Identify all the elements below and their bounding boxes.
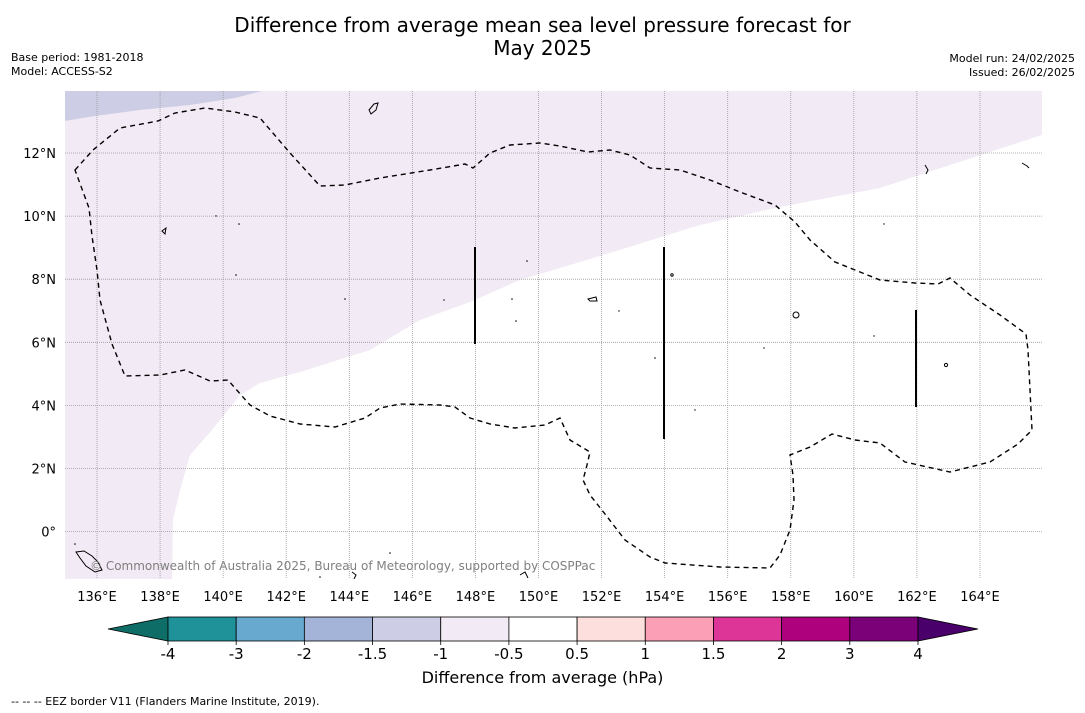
colorbar-segment [440, 616, 510, 642]
longitude-tick-label: 152°E [582, 590, 622, 605]
colorbar-segment [576, 616, 646, 642]
longitude-tick-label: 140°E [203, 590, 243, 605]
colorbar-segment [713, 616, 783, 642]
issued-label: Issued: 26/02/2025 [968, 66, 1075, 79]
island-shape [161, 226, 167, 236]
island-shape [519, 571, 529, 579]
latitude-tick-label: 4°N [32, 399, 57, 414]
island-shape [368, 102, 379, 115]
model-run-label: Model run: 24/02/2025 [949, 52, 1075, 65]
meta-left: Base period: 1981-2018 Model: ACCESS-S2 [11, 51, 143, 79]
longitude-tick-label: 156°E [708, 590, 748, 605]
map-title: Difference from average mean sea level p… [0, 14, 1085, 60]
longitude-tick-label: 146°E [393, 590, 433, 605]
colorbar-high-extend [917, 616, 979, 642]
map-plot-area [65, 91, 1042, 579]
colorbar-tick-label: -2 [297, 645, 312, 663]
latitude-tick-label: 2°N [32, 463, 57, 478]
longitude-tick-label: 160°E [834, 590, 874, 605]
latitude-tick-label: 8°N [32, 273, 57, 288]
colorbar-tick-label: -4 [161, 645, 176, 663]
colorbar-title: Difference from average (hPa) [421, 668, 664, 687]
longitude-tick-label: 136°E [77, 590, 117, 605]
colorbar: -4 -3 -2 -1.5 -1 -0.5 0.5 1 1.5 2 3 4 [107, 616, 979, 663]
map-title-line1: Difference from average mean sea level p… [234, 13, 851, 37]
meta-right: Model run: 24/02/2025 Issued: 26/02/2025 [949, 52, 1075, 80]
colorbar-tick-label: -1.5 [358, 645, 387, 663]
longitude-tick-label: 148°E [456, 590, 496, 605]
colorbar-tick-label: -1 [433, 645, 448, 663]
island-shape [924, 164, 929, 175]
island-shape [75, 550, 103, 573]
longitude-tick-label: 144°E [330, 590, 370, 605]
islands [75, 102, 1030, 579]
colorbar-tick-label: -0.5 [494, 645, 523, 663]
base-period-label: Base period: 1981-2018 [11, 51, 144, 64]
colorbar-tick-label: -3 [229, 645, 244, 663]
island-shape [792, 311, 800, 319]
anomaly-region-light [65, 91, 1042, 579]
latitude-tick-label: 0° [41, 526, 56, 541]
copyright-notice: © Commonwealth of Australia 2025, Bureau… [90, 559, 595, 573]
longitude-tick-label: 138°E [140, 590, 180, 605]
colorbar-segment [781, 616, 851, 642]
colorbar-tick-label: 0.5 [565, 645, 589, 663]
longitude-tick-label: 162°E [897, 590, 937, 605]
colorbar-segment [644, 616, 714, 642]
island-shape [1021, 162, 1030, 169]
latitude-tick-label: 10°N [23, 210, 56, 225]
longitude-labels: 136°E 138°E 140°E 142°E 144°E 146°E 148°E 150°E… [77, 590, 1000, 605]
anomaly-region-dark [65, 91, 262, 121]
colorbar-tick-label: 3 [845, 645, 855, 663]
longitude-tick-label: 150°E [519, 590, 559, 605]
colorbar-segment [235, 616, 305, 642]
island-shape [670, 273, 674, 277]
colorbar-tick-label: 1 [640, 645, 650, 663]
island-shape [351, 571, 357, 579]
small-islets [74, 215, 885, 578]
colorbar-tick-label: 4 [913, 645, 923, 663]
graticule [65, 91, 1042, 579]
latitude-tick-label: 6°N [32, 336, 57, 351]
latitude-labels: 12°N 10°N 8°N 6°N 4°N 2°N 0° [23, 147, 56, 541]
eez-border [74, 107, 1033, 569]
latitude-tick-label: 12°N [23, 147, 56, 162]
longitude-tick-label: 154°E [645, 590, 685, 605]
colorbar-low-extend [107, 616, 169, 642]
colorbar-segment [849, 616, 919, 642]
colorbar-tick-label: 1.5 [702, 645, 726, 663]
colorbar-segment [372, 616, 442, 642]
longitude-tick-label: 158°E [771, 590, 811, 605]
map-title-line2: May 2025 [493, 36, 592, 60]
eez-footnote: -- -- -- EEZ border V11 (Flanders Marine… [11, 695, 320, 708]
island-shape [587, 296, 598, 302]
colorbar-segment [508, 616, 578, 642]
model-label: Model: ACCESS-S2 [11, 65, 113, 78]
colorbar-segment [167, 616, 237, 642]
longitude-tick-label: 142°E [266, 590, 306, 605]
colorbar-segment [303, 616, 373, 642]
colorbar-tick-label: 2 [777, 645, 787, 663]
island-shape [943, 362, 949, 368]
longitude-tick-label: 164°E [960, 590, 1000, 605]
